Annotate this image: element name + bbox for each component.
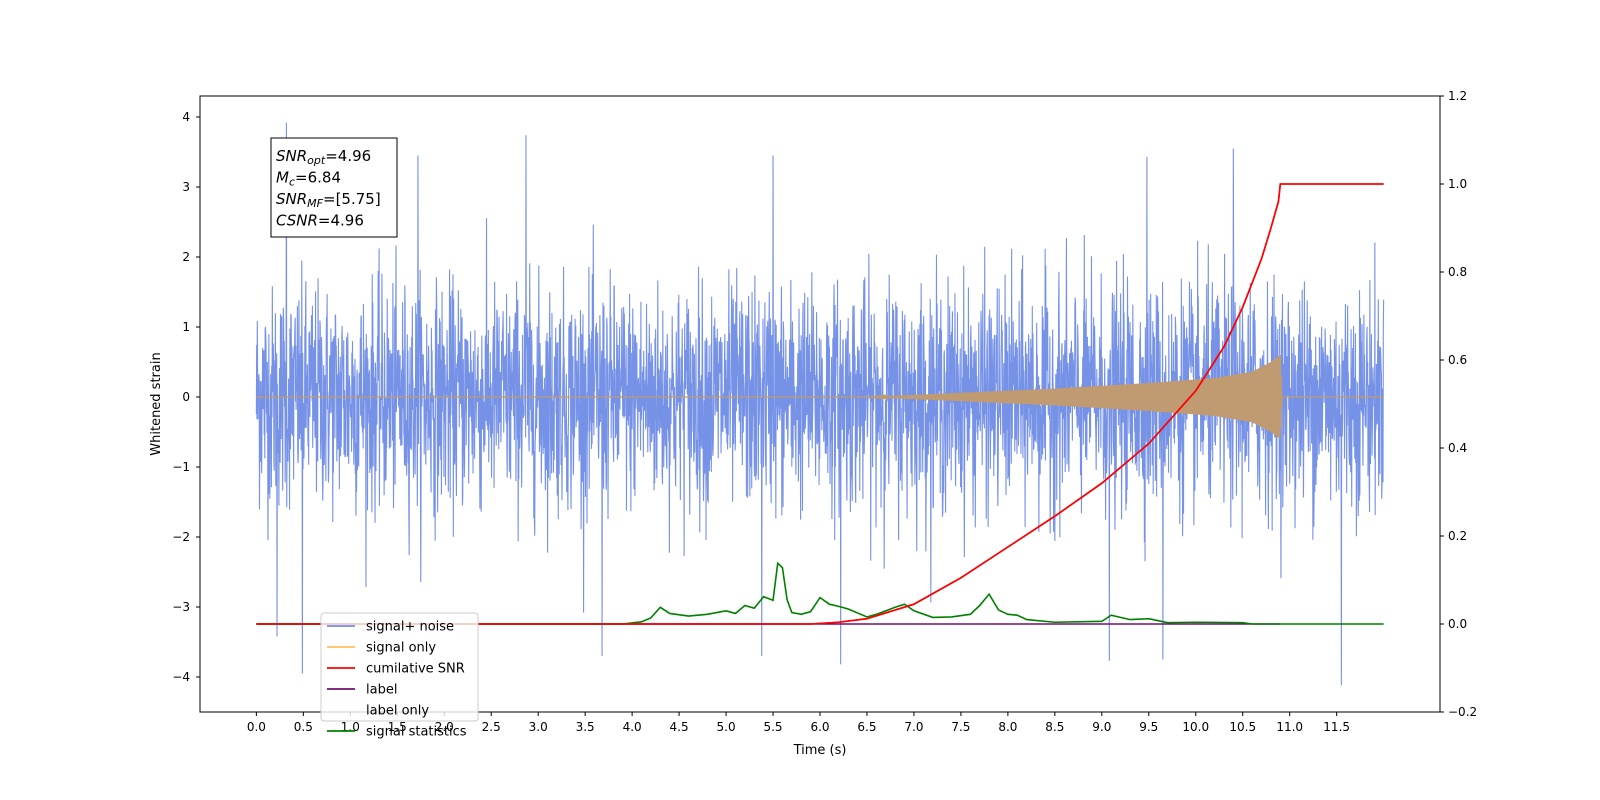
legend-label: signal only bbox=[366, 641, 436, 656]
x-tick-label: 10.0 bbox=[1182, 720, 1209, 734]
legend-label: cumilative SNR bbox=[366, 662, 465, 677]
x-tick-label: 4.0 bbox=[623, 720, 642, 734]
x-tick-label: 9.0 bbox=[1092, 720, 1111, 734]
legend-item-signal-noise: signal+ noise bbox=[327, 620, 454, 635]
legend-label: label only bbox=[366, 704, 429, 719]
x-tick-label: 6.0 bbox=[810, 720, 829, 734]
x-axis-ticks: 0.0 0.5 1.0 1.5 2.0 2.5 3.0 3.5 4.0 4.5 5.0 5.5 6.0 6… bbox=[247, 712, 1350, 734]
annotation-frame bbox=[270, 137, 398, 238]
annotation-line: Mc=6.84 bbox=[276, 169, 341, 189]
legend-item-signal-only: signal only bbox=[327, 641, 436, 656]
y-tick-label: 0 bbox=[182, 390, 190, 404]
x-tick-label: 10.5 bbox=[1229, 720, 1256, 734]
y-tick-label: 4 bbox=[182, 110, 190, 124]
x-tick-label: 7.5 bbox=[951, 720, 970, 734]
legend-item-label-only: label only bbox=[366, 704, 429, 719]
y-axis-left-ticks: −4 −3 −2 −1 0 1 2 3 4 bbox=[172, 110, 200, 684]
y-tick-label: −1 bbox=[172, 460, 190, 474]
x-tick-label: 11.0 bbox=[1276, 720, 1303, 734]
x-tick-label: 11.5 bbox=[1323, 720, 1350, 734]
x-tick-label: 5.5 bbox=[763, 720, 782, 734]
x-tick-label: 3.0 bbox=[529, 720, 548, 734]
legend-item-cumilative-snr: cumilative SNR bbox=[327, 662, 465, 677]
legend-label: signal+ noise bbox=[366, 620, 454, 635]
x-tick-label: 6.5 bbox=[857, 720, 876, 734]
y-tick-label: 2 bbox=[182, 250, 190, 264]
y2-tick-label: 0.4 bbox=[1448, 441, 1467, 455]
y2-tick-label: 0.2 bbox=[1448, 529, 1467, 543]
x-tick-label: 0.0 bbox=[247, 720, 266, 734]
y-tick-label: 1 bbox=[182, 320, 190, 334]
x-tick-label: 8.0 bbox=[998, 720, 1017, 734]
x-tick-label: 2.0 bbox=[435, 720, 454, 734]
legend-frame bbox=[320, 612, 479, 722]
annotation-line: SNRMF=[5.75] bbox=[276, 190, 381, 210]
series-signal-statistics bbox=[256, 561, 1384, 625]
legend-label: label bbox=[366, 683, 397, 698]
x-tick-label: 8.5 bbox=[1045, 720, 1064, 734]
y2-tick-label: 0.0 bbox=[1448, 617, 1467, 631]
annotation-line: SNRopt=4.96 bbox=[276, 147, 371, 167]
x-tick-label: 4.5 bbox=[670, 720, 689, 734]
y2-tick-label: 1.0 bbox=[1448, 177, 1467, 191]
x-axis-label: Time (s) bbox=[793, 743, 847, 758]
series-signal-plus-noise bbox=[255, 122, 1385, 686]
y2-tick-label: 1.2 bbox=[1448, 89, 1467, 103]
y-tick-label: −4 bbox=[172, 670, 190, 684]
y-tick-label: 3 bbox=[182, 180, 190, 194]
y-tick-label: −2 bbox=[172, 530, 190, 544]
x-tick-label: 0.5 bbox=[294, 720, 313, 734]
x-tick-label: 5.0 bbox=[717, 720, 736, 734]
y-tick-label: −3 bbox=[172, 600, 190, 614]
y-axis-right-ticks: −0.2 0.0 0.2 0.4 0.6 0.8 1.0 1.2 bbox=[1440, 89, 1477, 719]
y2-tick-label: −0.2 bbox=[1448, 705, 1477, 719]
annotation-line: CSNR=4.96 bbox=[276, 212, 364, 230]
y2-tick-label: 0.6 bbox=[1448, 353, 1467, 367]
y-axis-label: Whitened strain bbox=[149, 352, 164, 455]
x-tick-label: 7.0 bbox=[904, 720, 923, 734]
series-signal-only bbox=[256, 354, 1384, 439]
legend: signal+ noise signal only cumilative SNR la… bbox=[320, 612, 479, 740]
x-tick-label: 2.5 bbox=[482, 720, 501, 734]
series-cumulative-snr-top bbox=[256, 183, 1384, 625]
legend-item-signal-statistics: signal statistics bbox=[327, 725, 467, 740]
x-tick-label: 3.5 bbox=[576, 720, 595, 734]
y2-tick-label: 0.8 bbox=[1448, 265, 1467, 279]
x-tick-label: 1.0 bbox=[341, 720, 360, 734]
legend-item-label: label bbox=[327, 683, 397, 698]
legend-label: signal statistics bbox=[366, 725, 467, 740]
x-tick-label: 9.5 bbox=[1139, 720, 1158, 734]
x-tick-label: 1.5 bbox=[388, 720, 407, 734]
